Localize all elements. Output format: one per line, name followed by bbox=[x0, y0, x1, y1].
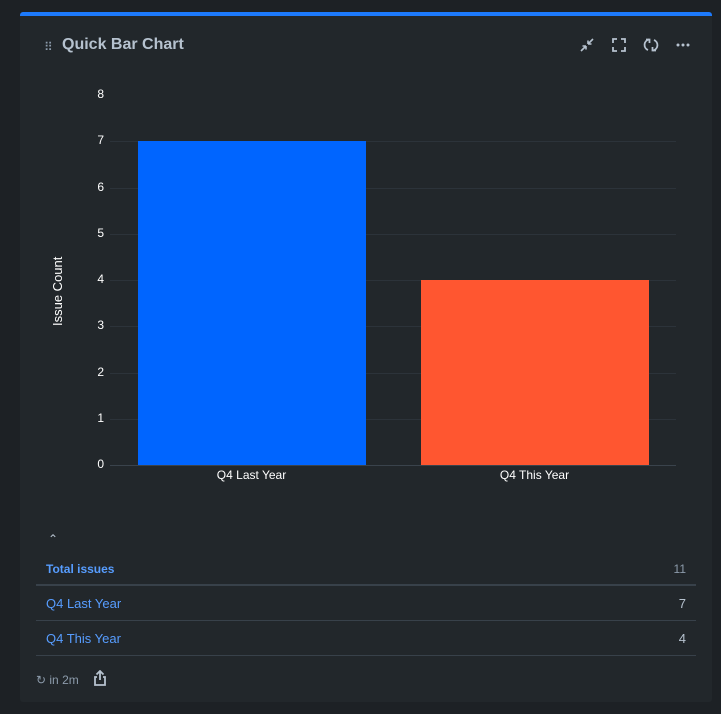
refresh-status: ↻ in 2m bbox=[36, 672, 79, 687]
summary-table: Total issues 11 Q4 Last Year 7 Q4 This Y… bbox=[36, 554, 696, 656]
y-tick-label: 8 bbox=[97, 87, 104, 101]
y-tick-label: 1 bbox=[97, 410, 104, 425]
gridline bbox=[110, 326, 676, 328]
y-tick-label: 7 bbox=[97, 133, 104, 148]
row-value: 4 bbox=[678, 630, 686, 646]
gridline bbox=[110, 372, 676, 374]
x-tick-label: Q4 Last Year bbox=[216, 468, 287, 482]
gadget-header: ⠿ Quick Bar Chart bbox=[20, 16, 712, 72]
drag-handle-icon[interactable]: ⠿ bbox=[44, 40, 53, 54]
row-label-link[interactable]: Q4 Last Year bbox=[46, 595, 122, 611]
bar-chart: Issue Count 0 1 2 3 4 5 6 7 8 Q4 Last Year Q4 Thi… bbox=[20, 76, 712, 516]
gridline bbox=[110, 280, 676, 281]
y-tick-label: 3 bbox=[97, 318, 104, 333]
share-icon[interactable] bbox=[93, 669, 107, 689]
y-tick-label: 6 bbox=[97, 179, 104, 194]
gridline bbox=[110, 187, 676, 189]
total-value: 11 bbox=[673, 562, 686, 576]
gadget-footer: ↻ in 2m bbox=[36, 669, 107, 689]
y-tick-label: 2 bbox=[97, 364, 104, 379]
table-row: Q4 Last Year 7 bbox=[36, 586, 696, 621]
y-tick-label: 0 bbox=[97, 457, 104, 471]
bar[interactable] bbox=[137, 141, 366, 465]
total-row: Total issues 11 bbox=[36, 554, 696, 586]
x-tick-label: Q4 This Year bbox=[499, 468, 570, 482]
minimize-icon[interactable] bbox=[578, 36, 596, 54]
more-icon[interactable] bbox=[674, 36, 692, 54]
fullscreen-icon[interactable] bbox=[610, 36, 628, 54]
gadget-card: ⠿ Quick Bar Chart Issue Count 0 1 2 3 4 5 6 7 8 … bbox=[20, 12, 712, 702]
header-actions bbox=[578, 36, 692, 54]
gadget-title: Quick Bar Chart bbox=[62, 36, 184, 53]
refresh-icon[interactable] bbox=[642, 36, 660, 54]
total-label[interactable]: Total issues bbox=[46, 562, 115, 576]
row-value: 7 bbox=[678, 595, 686, 611]
gridline bbox=[110, 141, 676, 143]
y-tick-label: 4 bbox=[97, 272, 104, 286]
x-axis-line bbox=[110, 465, 676, 466]
bar[interactable] bbox=[420, 280, 649, 465]
table-row: Q4 This Year 4 bbox=[36, 621, 696, 656]
y-tick-label: 5 bbox=[97, 225, 104, 240]
collapse-toggle-icon[interactable]: ⌃ bbox=[48, 532, 59, 546]
gridline bbox=[110, 233, 676, 235]
row-label-link[interactable]: Q4 This Year bbox=[46, 630, 121, 646]
y-axis-label: Issue Count bbox=[50, 256, 65, 326]
gridline bbox=[110, 418, 676, 420]
